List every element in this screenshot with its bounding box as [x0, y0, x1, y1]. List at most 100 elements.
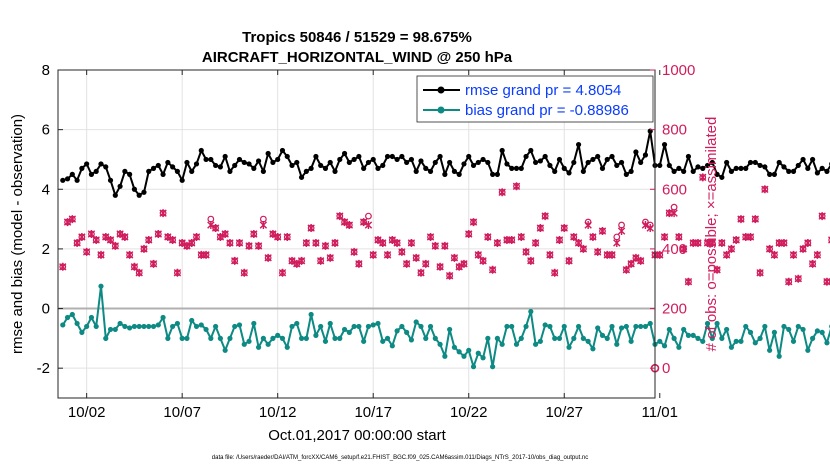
- obs-assimilated-marker: [546, 250, 554, 259]
- bias-point: [184, 335, 190, 341]
- rmse-point: [341, 150, 348, 157]
- obs-assimilated-marker: [350, 247, 358, 256]
- rmse-point: [251, 165, 257, 171]
- rmse-point: [475, 159, 481, 166]
- obs-assimilated-marker: [164, 232, 172, 241]
- bias-point: [633, 323, 639, 330]
- bias-point: [404, 329, 410, 335]
- bias-point: [146, 323, 152, 330]
- obs-assimilated-marker: [450, 253, 459, 262]
- obs-assimilated-marker: [617, 227, 626, 236]
- rmse-point: [160, 171, 166, 177]
- bias-point: [270, 335, 276, 341]
- bias-point: [222, 347, 228, 353]
- bias-point: [127, 325, 133, 331]
- obs-assimilated-marker: [522, 247, 530, 256]
- bias-point: [466, 347, 472, 353]
- rmse-point: [179, 177, 185, 183]
- rmse-line: [62, 130, 830, 197]
- y-tick-label-left: 0: [42, 301, 50, 318]
- obs-assimilated-marker: [636, 256, 645, 265]
- rmse-point: [170, 164, 176, 170]
- bias-point: [805, 347, 811, 353]
- obs-possible-marker: [828, 237, 830, 243]
- obs-assimilated-marker: [761, 185, 769, 194]
- bias-point: [528, 308, 534, 315]
- bias-point: [447, 326, 453, 333]
- obs-assimilated-marker: [484, 232, 492, 241]
- rmse-point: [227, 168, 233, 174]
- bias-point: [485, 335, 491, 341]
- bias-point: [767, 347, 773, 353]
- obs-assimilated-marker: [412, 253, 420, 262]
- y-tick-label-right: 400: [662, 241, 687, 258]
- obs-assimilated-marker: [125, 250, 134, 259]
- bias-point: [141, 323, 147, 330]
- obs-assimilated-marker: [679, 244, 688, 253]
- bias-point: [189, 317, 195, 324]
- obs-assimilated-marker: [441, 241, 449, 250]
- rmse-point: [537, 158, 543, 164]
- plot-area-frame: [57, 69, 656, 399]
- bias-point: [676, 344, 682, 350]
- bias-point: [370, 322, 376, 328]
- data-file-footnote: data file: /Users/raeder/DAI/ATM_forcXX/…: [212, 455, 588, 461]
- obs-assimilated-marker: [789, 250, 798, 259]
- y-tick-label-left: -2: [37, 360, 50, 377]
- bias-point: [64, 314, 71, 321]
- obs-assimilated-marker: [794, 274, 802, 283]
- obs-assimilated-marker: [737, 215, 745, 224]
- bias-point: [790, 338, 797, 344]
- bias-point: [451, 344, 458, 350]
- bias-point: [671, 335, 677, 341]
- bias-point: [318, 323, 324, 330]
- rmse-point: [752, 159, 758, 166]
- bias-point: [552, 335, 558, 341]
- rmse-point: [552, 168, 558, 174]
- rmse-point: [528, 147, 534, 154]
- obs-assimilated-marker: [646, 224, 654, 233]
- obs-assimilated-marker: [340, 218, 349, 227]
- obs-assimilated-marker: [59, 262, 67, 271]
- rmse-point: [733, 165, 739, 171]
- obs-assimilated-marker: [527, 256, 535, 265]
- obs-assimilated-marker: [488, 265, 497, 274]
- rmse-series: [60, 128, 830, 198]
- y-tick-label-right: 0: [662, 360, 670, 377]
- bias-point: [384, 335, 391, 341]
- bias-point: [704, 320, 711, 327]
- rmse-point: [781, 164, 787, 170]
- bias-point: [824, 340, 830, 346]
- bias-point: [198, 322, 204, 328]
- rmse-point: [189, 168, 195, 174]
- rmse-point: [193, 161, 200, 167]
- obs-assimilated-marker: [374, 235, 382, 244]
- obs-assimilated-marker: [722, 250, 731, 259]
- obs-assimilated-marker: [536, 224, 545, 233]
- bias-point: [117, 320, 123, 327]
- obs-assimilated-marker: [713, 265, 721, 274]
- bias-point: [74, 320, 80, 327]
- obs-assimilated-marker: [765, 244, 774, 253]
- rmse-point: [666, 162, 672, 169]
- obs-assimilated-marker: [632, 253, 640, 262]
- rmse-point: [93, 168, 99, 174]
- obs-assimilated-marker: [417, 268, 425, 277]
- rmse-point: [198, 147, 204, 154]
- rmse-point: [695, 164, 701, 170]
- y-tick-label-left: 8: [42, 62, 50, 79]
- rmse-point: [346, 159, 352, 166]
- obs-assimilated-marker: [87, 230, 96, 238]
- obs-assimilated-marker: [140, 244, 148, 253]
- bias-point: [356, 323, 362, 330]
- rmse-point: [786, 168, 792, 174]
- obs-assimilated-marker: [727, 244, 736, 253]
- bias-point: [298, 335, 305, 341]
- bias-point: [103, 335, 109, 341]
- obs-assimilated-marker: [799, 244, 807, 253]
- bias-series: [60, 283, 830, 370]
- x-tick-label: 10/07: [163, 404, 201, 421]
- bias-point: [174, 320, 180, 327]
- rmse-point: [303, 168, 309, 174]
- x-tick-label: 10/27: [545, 404, 583, 421]
